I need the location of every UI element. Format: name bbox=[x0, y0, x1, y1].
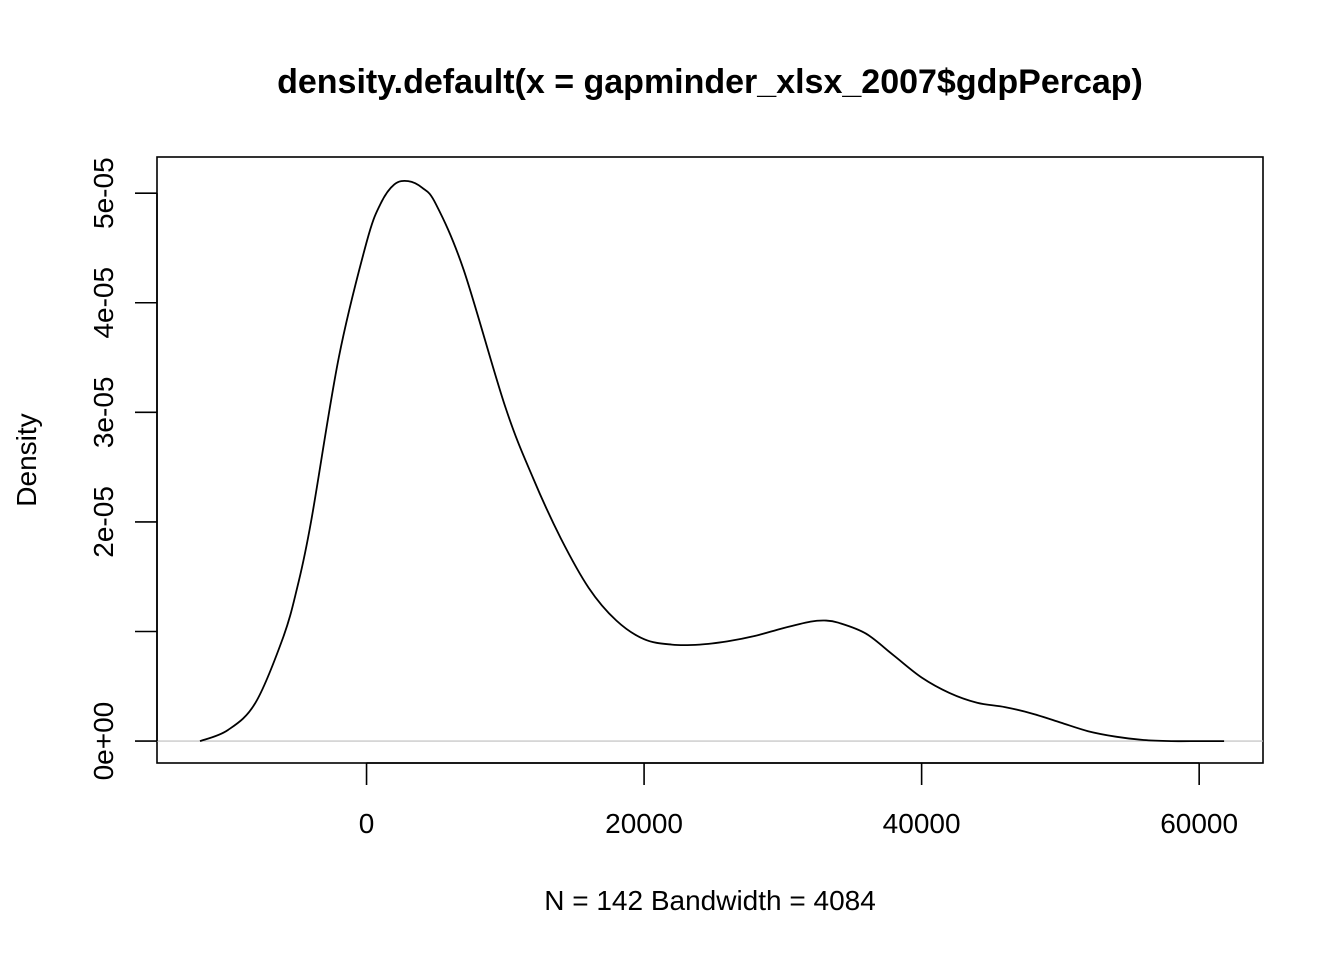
y-tick-label: 0e+00 bbox=[88, 702, 119, 781]
x-tick-label: 20000 bbox=[605, 808, 683, 839]
y-tick-label: 2e-05 bbox=[88, 486, 119, 558]
plot-frame bbox=[156, 156, 1264, 764]
y-axis-label: Density bbox=[11, 413, 42, 506]
density-curve bbox=[199, 179, 1225, 743]
y-tick-label: 5e-05 bbox=[88, 157, 119, 229]
chart-title: density.default(x = gapminder_xlsx_2007$… bbox=[277, 63, 1143, 101]
x-tick-label: 0 bbox=[359, 808, 375, 839]
x-tick-label: 40000 bbox=[883, 808, 961, 839]
y-tick-label: 4e-05 bbox=[88, 267, 119, 339]
x-tick-label: 60000 bbox=[1160, 808, 1238, 839]
y-tick-label: 3e-05 bbox=[88, 377, 119, 449]
x-axis: 0 20000 40000 60000 bbox=[359, 762, 1238, 839]
x-axis-label: N = 142 Bandwidth = 4084 bbox=[544, 885, 876, 916]
y-axis: 0e+00 2e-05 3e-05 4e-05 5e-05 bbox=[88, 157, 158, 781]
